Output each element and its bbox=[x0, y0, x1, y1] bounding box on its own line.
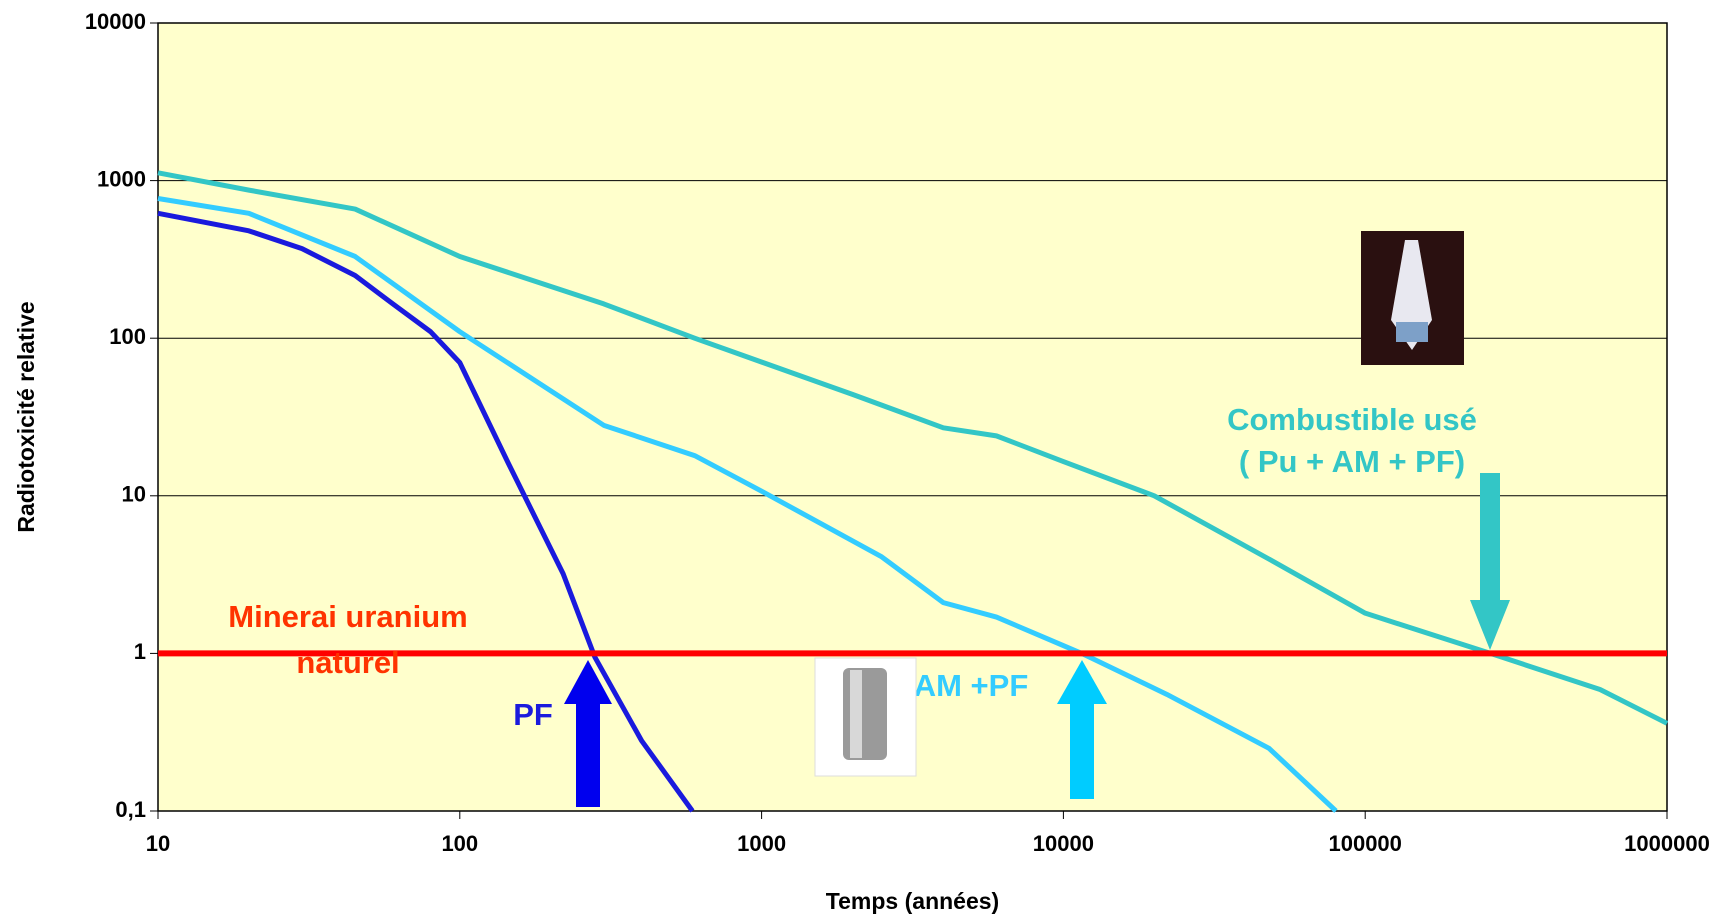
arrow bbox=[1057, 660, 1107, 799]
y-tick-label: 100 bbox=[109, 324, 146, 349]
x-tick-label: 10000 bbox=[1033, 831, 1094, 856]
y-axis-label: Radiotoxicité relative bbox=[13, 301, 39, 532]
x-tick-label: 100000 bbox=[1328, 831, 1401, 856]
x-tick-label: 1000 bbox=[737, 831, 786, 856]
arrow bbox=[564, 660, 612, 807]
annotation: naturel bbox=[296, 645, 399, 680]
annotation: ( Pu + AM + PF) bbox=[1239, 444, 1465, 479]
annotation: Minerai uranium bbox=[228, 599, 467, 634]
x-tick-label: 1000000 bbox=[1624, 831, 1710, 856]
y-tick-label: 1000 bbox=[97, 166, 146, 191]
annotation: Combustible usé bbox=[1227, 402, 1477, 437]
canister-image bbox=[814, 657, 917, 777]
series-line bbox=[157, 196, 1338, 813]
annotation: PF bbox=[513, 697, 553, 732]
x-axis-label: Temps (années) bbox=[826, 888, 999, 914]
y-tick-label: 1 bbox=[134, 639, 146, 664]
fuel-assembly-image bbox=[1361, 231, 1464, 365]
y-tick-label: 0,1 bbox=[115, 797, 146, 822]
x-tick-label: 100 bbox=[441, 831, 478, 856]
series-line bbox=[157, 210, 695, 813]
y-tick-label: 10000 bbox=[85, 9, 146, 34]
y-tick-label: 10 bbox=[122, 482, 146, 507]
x-tick-label: 10 bbox=[146, 831, 170, 856]
arrow bbox=[1470, 473, 1510, 650]
series-line bbox=[157, 170, 1669, 726]
annotation: AM +PF bbox=[914, 668, 1029, 703]
plot-border bbox=[157, 22, 1668, 812]
